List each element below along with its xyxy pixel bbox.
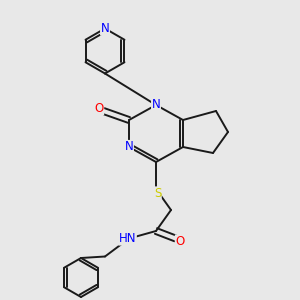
- Text: S: S: [154, 187, 161, 200]
- Text: N: N: [152, 98, 160, 112]
- Text: N: N: [124, 140, 134, 154]
- Text: HN: HN: [119, 232, 136, 245]
- Text: N: N: [100, 22, 109, 35]
- Text: O: O: [176, 235, 184, 248]
- Text: O: O: [94, 101, 103, 115]
